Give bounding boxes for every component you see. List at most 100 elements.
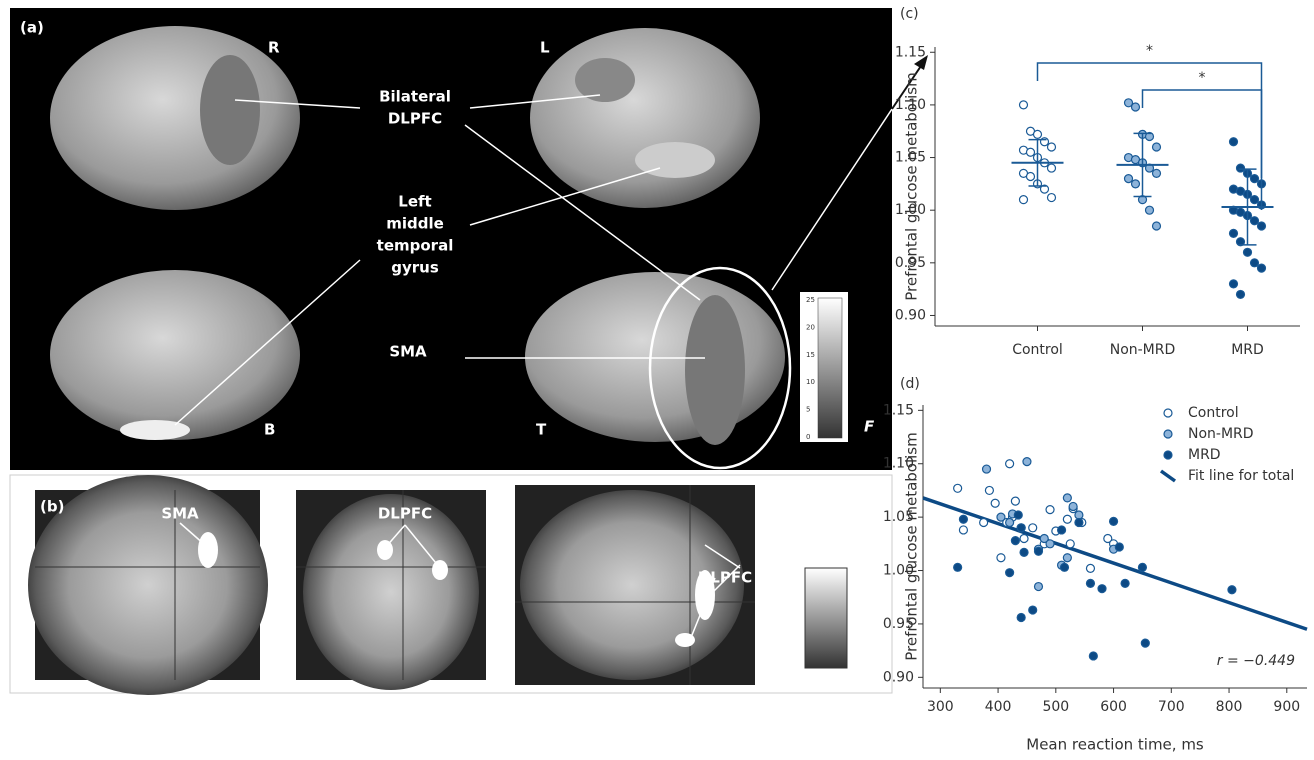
brain-right <box>50 26 300 210</box>
data-point <box>1048 164 1056 172</box>
view-label: B <box>264 421 275 439</box>
legend-marker <box>1164 451 1172 459</box>
mri <box>303 494 479 690</box>
region-label: SMA <box>161 505 199 523</box>
panel-label: (d) <box>900 376 920 392</box>
data-point <box>954 563 962 571</box>
colorbar-tick: 20 <box>806 323 815 331</box>
data-point <box>1048 194 1056 202</box>
data-point <box>1006 569 1014 577</box>
data-point <box>1020 534 1028 542</box>
data-point <box>1132 180 1140 188</box>
y-axis-label: Prefrontal glucose metabolism <box>903 432 921 660</box>
data-point <box>1034 547 1042 555</box>
x-tick-label: 900 <box>1273 699 1300 715</box>
data-point <box>1034 583 1042 591</box>
brain-left <box>530 28 760 208</box>
legend-marker <box>1164 430 1172 438</box>
data-point <box>1086 579 1094 587</box>
data-point <box>1251 196 1259 204</box>
colorbar-tick: 0 <box>806 433 810 441</box>
data-point <box>1153 143 1161 151</box>
data-point <box>1251 217 1259 225</box>
data-point <box>1034 130 1042 138</box>
data-point <box>1063 515 1071 523</box>
colorbar-tick: 25 <box>806 296 815 304</box>
data-point <box>1023 458 1031 466</box>
data-point <box>1098 585 1106 593</box>
data-point <box>954 484 962 492</box>
data-point <box>1017 614 1025 622</box>
legend-label: Control <box>1188 405 1239 421</box>
data-point <box>1027 172 1035 180</box>
data-point <box>1029 524 1037 532</box>
data-point <box>1230 138 1238 146</box>
data-point <box>1011 497 1019 505</box>
data-point <box>1153 169 1161 177</box>
colorbar-tick: 15 <box>806 351 815 359</box>
x-tick-label: MRD <box>1231 342 1264 358</box>
x-tick-label: 600 <box>1100 699 1127 715</box>
data-point <box>1115 543 1123 551</box>
brain-top <box>525 272 785 442</box>
significance-label: * <box>1146 43 1153 59</box>
data-point <box>1020 196 1028 204</box>
x-tick-label: 300 <box>927 699 954 715</box>
y-tick-label: 0.90 <box>883 669 914 685</box>
activation <box>200 55 260 165</box>
data-point <box>1089 652 1097 660</box>
region-label: middle <box>386 215 444 233</box>
data-point <box>1014 511 1022 519</box>
y-axis-label: Prefrontal glucose metabolism <box>903 72 921 300</box>
data-point <box>1020 548 1028 556</box>
y-tick-label: 1.15 <box>883 402 914 418</box>
data-point <box>985 486 993 494</box>
significance-label: * <box>1199 70 1206 86</box>
activation <box>575 58 635 102</box>
data-point <box>1058 526 1066 534</box>
data-point <box>1258 222 1266 230</box>
region-label: Left <box>398 193 431 211</box>
x-tick-label: 700 <box>1158 699 1185 715</box>
data-point <box>997 513 1005 521</box>
data-point <box>1110 517 1118 525</box>
region-label: temporal <box>377 237 454 255</box>
panel-label: (c) <box>900 6 919 22</box>
data-point <box>959 526 967 534</box>
data-point <box>1017 524 1025 532</box>
colorbar-tick: 10 <box>806 378 815 386</box>
x-tick-label: Non-MRD <box>1110 342 1176 358</box>
data-point <box>1086 564 1094 572</box>
y-tick-label: 0.90 <box>895 307 926 323</box>
data-point <box>997 554 1005 562</box>
data-point <box>1027 148 1035 156</box>
colorbar <box>818 298 842 438</box>
x-tick-label: 500 <box>1042 699 1069 715</box>
activation <box>685 295 745 445</box>
region-label: DLPFC <box>388 110 442 128</box>
region-label: SMA <box>389 343 427 361</box>
data-point <box>983 465 991 473</box>
data-point <box>1141 639 1149 647</box>
data-point <box>1237 164 1245 172</box>
data-point <box>1228 586 1236 594</box>
data-point <box>959 515 967 523</box>
view-label: L <box>540 39 550 57</box>
figure: (a) R L B T F Bilateral DLPFC Left middl… <box>0 0 1314 760</box>
data-point <box>1230 280 1238 288</box>
panel-label: (a) <box>20 19 44 37</box>
x-tick-label: 800 <box>1216 699 1243 715</box>
legend-line <box>1161 471 1175 481</box>
view-label: F <box>864 418 875 436</box>
data-point <box>1237 290 1245 298</box>
region-label: DLPFC <box>698 569 752 587</box>
data-point <box>1063 554 1071 562</box>
data-point <box>1146 206 1154 214</box>
data-point <box>1258 264 1266 272</box>
brain-bottom <box>50 270 300 440</box>
data-point <box>991 499 999 507</box>
data-point <box>1006 518 1014 526</box>
data-point <box>1121 579 1129 587</box>
legend-label: Fit line for total <box>1188 468 1294 484</box>
data-point <box>1132 103 1140 111</box>
